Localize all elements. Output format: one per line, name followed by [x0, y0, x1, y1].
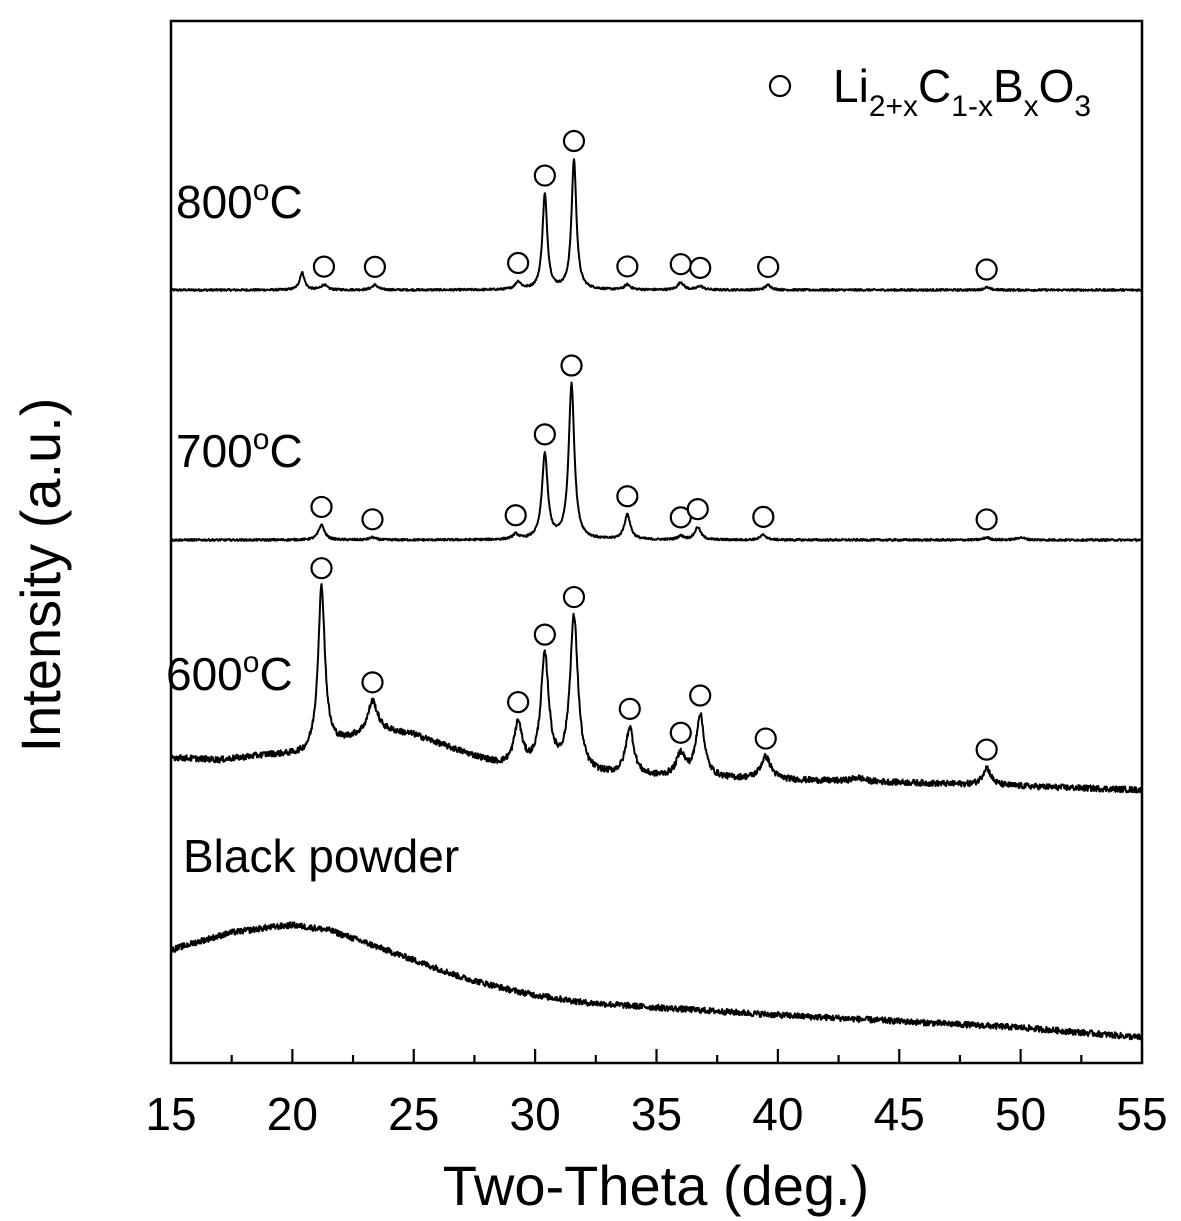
- peak-marker: [689, 684, 712, 707]
- x-tick-label: 20: [267, 1088, 318, 1140]
- x-tick-label: 15: [145, 1088, 196, 1140]
- x-tick-label: 45: [874, 1088, 925, 1140]
- series-label-3: Black powder: [183, 830, 459, 882]
- peak-marker: [507, 691, 530, 714]
- series-line-0: [170, 158, 1143, 292]
- x-tick-label: 30: [510, 1088, 561, 1140]
- peak-marker: [975, 738, 998, 761]
- peak-marker: [752, 505, 775, 528]
- peak-marker: [361, 671, 384, 694]
- x-tick-label: 50: [995, 1088, 1046, 1140]
- peak-marker: [533, 623, 556, 646]
- peak-marker: [533, 423, 556, 446]
- x-axis-tick-labels: 15 20 25 30 35 40 45 50 55: [145, 1088, 1167, 1140]
- peak-marker: [975, 508, 998, 531]
- series-label-2: 600oC: [166, 646, 293, 700]
- peak-marker: [363, 255, 387, 278]
- peak-marker: [310, 495, 333, 519]
- series-layer: [170, 158, 1143, 1041]
- peak-marker: [669, 721, 692, 744]
- peak-marker: [504, 504, 527, 527]
- peak-marker: [533, 164, 556, 187]
- peak-marker: [754, 727, 777, 750]
- peak-marker: [312, 255, 336, 278]
- peak-marker: [507, 251, 530, 275]
- y-axis-title: Intensity (a.u.): [9, 398, 72, 753]
- x-tick-label: 55: [1116, 1088, 1167, 1140]
- peak-marker: [562, 585, 586, 609]
- peak-marker: [310, 557, 333, 580]
- legend: Li2+xC1-xBxO3: [768, 60, 1091, 123]
- legend-label: Li2+xC1-xBxO3: [833, 60, 1091, 123]
- series-labels: 800oC 700oC 600oC Black powder: [166, 174, 459, 882]
- peak-marker: [757, 255, 780, 279]
- peak-marker: [686, 497, 709, 521]
- peak-markers: [310, 129, 998, 761]
- peak-marker: [361, 508, 384, 531]
- plot-frame: [169, 19, 1144, 1065]
- peak-marker: [562, 129, 586, 153]
- peak-marker: [689, 256, 712, 279]
- peak-marker: [560, 354, 583, 377]
- x-axis-title: Two-Theta (deg.): [443, 1154, 869, 1217]
- peak-marker: [669, 253, 692, 276]
- legend-marker-icon: [768, 74, 792, 98]
- peak-marker: [616, 485, 639, 508]
- peak-marker: [618, 697, 641, 720]
- series-label-1: 700oC: [176, 423, 303, 477]
- x-axis-ticks: [169, 1049, 1144, 1063]
- series-line-1: [170, 381, 1143, 542]
- peak-marker: [975, 258, 998, 281]
- series-label-0: 800oC: [176, 174, 303, 228]
- x-tick-label: 40: [752, 1088, 803, 1140]
- x-tick-label: 25: [388, 1088, 439, 1140]
- peak-marker: [616, 255, 639, 278]
- x-tick-label: 35: [631, 1088, 682, 1140]
- series-line-3: [170, 921, 1143, 1041]
- series-line-2: [170, 583, 1143, 794]
